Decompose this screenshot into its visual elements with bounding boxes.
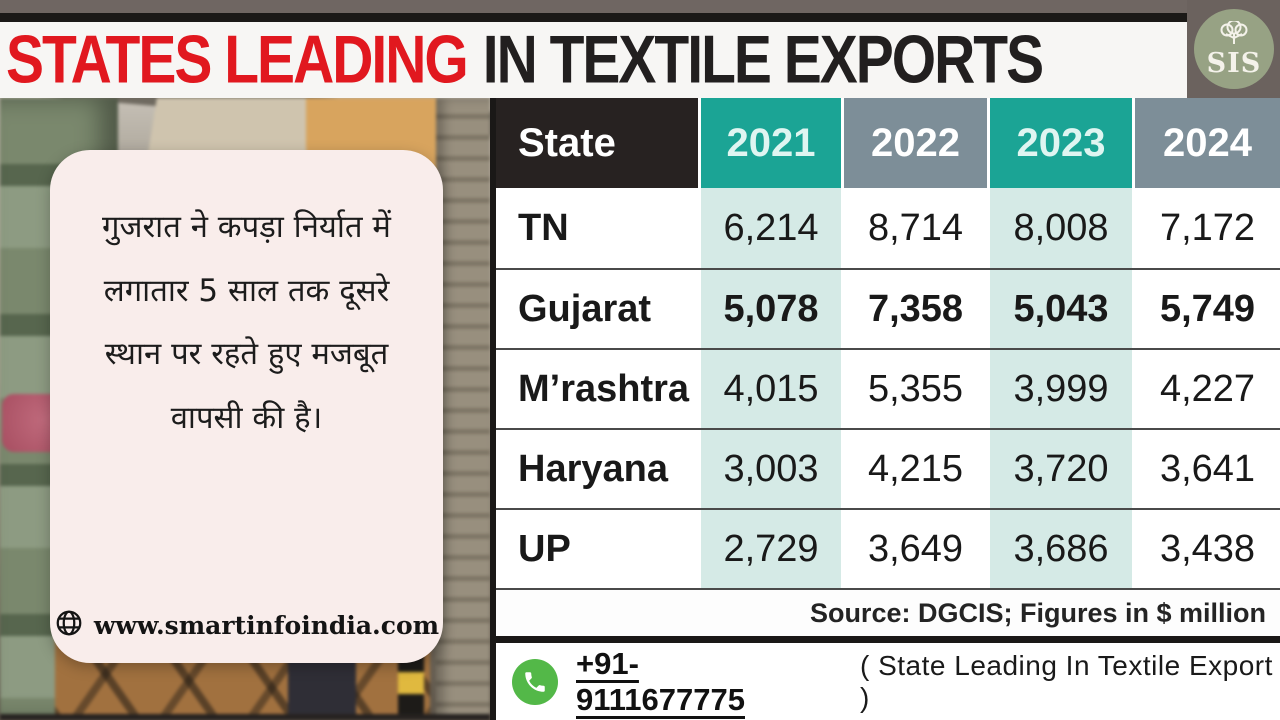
value-2022: 4,215 [867, 447, 964, 490]
brand-logo: SIS [1194, 9, 1274, 89]
table-row-gujarat: Gujarat 5,078 7,358 5,043 5,749 [496, 268, 1280, 348]
value-2024: 5,749 [1159, 287, 1256, 330]
table-header-year-2022: 2022 [844, 98, 987, 188]
state-name: UP [496, 510, 698, 588]
table-header-year-2024: 2024 [1135, 98, 1280, 188]
quote-card: गुजरात ने कपड़ा निर्यात में लगातार 5 साल… [50, 150, 443, 663]
value-2021: 5,078 [701, 270, 841, 348]
value-2024: 3,641 [1159, 447, 1256, 490]
value-2023: 8,008 [990, 188, 1132, 268]
table-header-state: State [496, 98, 698, 188]
value-2023: 3,720 [990, 430, 1132, 508]
website-row[interactable]: www.smartinfoindia.com [50, 608, 443, 643]
top-strip [0, 0, 1187, 13]
value-2023: 3,686 [990, 510, 1132, 588]
table-row-tn: TN 6,214 8,714 8,008 7,172 [496, 188, 1280, 268]
website-url[interactable]: www.smartinfoindia.com [93, 611, 440, 640]
value-2021: 2,729 [701, 510, 841, 588]
table-header-year-2023: 2023 [990, 98, 1132, 188]
state-name: TN [496, 188, 698, 268]
contact-caption: ( State Leading In Textile Export ) [859, 649, 1273, 713]
table-row-up: UP 2,729 3,649 3,686 3,438 [496, 508, 1280, 588]
photo-floor-line [0, 714, 490, 720]
value-2021: 3,003 [701, 430, 841, 508]
cotton-plant-icon [1212, 19, 1256, 52]
title-banner: STATES LEADING IN TEXTILE EXPORTS [0, 22, 1187, 98]
value-2022: 8,714 [867, 206, 964, 249]
globe-icon [54, 608, 84, 643]
state-name: Haryana [496, 430, 698, 508]
state-name: M’rashtra [496, 350, 698, 428]
table-source-note: Source: DGCIS; Figures in $ million [496, 588, 1280, 643]
state-name: Gujarat [496, 270, 698, 348]
value-2022: 3,649 [867, 527, 964, 570]
value-2024: 4,227 [1159, 367, 1256, 410]
phone-icon [512, 658, 558, 705]
logo-text: SIS [1206, 48, 1262, 79]
value-2022: 7,358 [867, 287, 964, 330]
value-2023: 3,999 [990, 350, 1132, 428]
value-2024: 7,172 [1159, 206, 1256, 249]
page-title-dark: IN TEXTILE EXPORTS [482, 22, 1044, 98]
table-header-year-2021: 2021 [701, 98, 841, 188]
page-title: STATES LEADING IN TEXTILE EXPORTS [6, 22, 1044, 98]
banner-top-border [0, 13, 1187, 22]
photo-rack [436, 98, 490, 720]
contact-bar: +91-9111677775 ( State Leading In Textil… [496, 643, 1280, 720]
logo-panel: SIS [1187, 0, 1280, 98]
table-row-haryana: Haryana 3,003 4,215 3,720 3,641 [496, 428, 1280, 508]
value-2023: 5,043 [990, 270, 1132, 348]
value-2024: 3,438 [1159, 527, 1256, 570]
table-body: TN 6,214 8,714 8,008 7,172 Gujarat 5,078 7,358 5… [496, 188, 1280, 588]
phone-number-link[interactable]: +91-9111677775 [576, 645, 745, 717]
quote-text: गुजरात ने कपड़ा निर्यात में लगातार 5 साल… [102, 209, 391, 436]
page-title-red: STATES LEADING [6, 22, 469, 98]
table-row-mrashtra: M’rashtra 4,015 5,355 3,999 4,227 [496, 348, 1280, 428]
value-2021: 4,015 [701, 350, 841, 428]
table-header-row: State 2021 2022 2023 2024 [496, 98, 1280, 188]
value-2021: 6,214 [701, 188, 841, 268]
factory-photo: गुजरात ने कपड़ा निर्यात में लगातार 5 साल… [0, 98, 490, 720]
table-panel: State 2021 2022 2023 2024 TN 6,214 8,714 8,008… [490, 98, 1280, 720]
value-2022: 5,355 [867, 367, 964, 410]
